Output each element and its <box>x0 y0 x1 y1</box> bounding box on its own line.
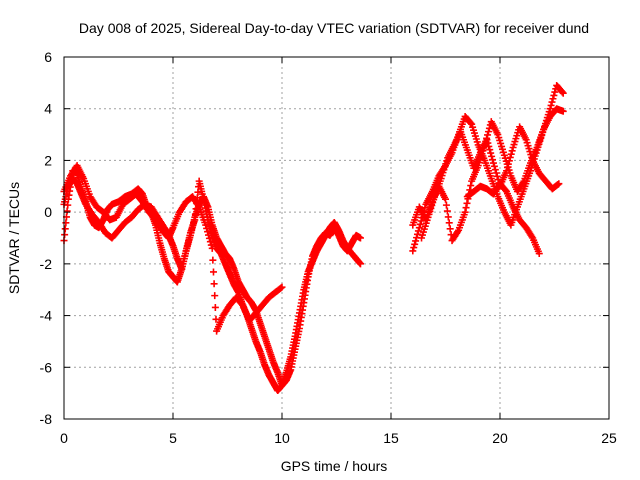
data-point <box>410 244 418 252</box>
data-point <box>356 260 364 268</box>
data-point <box>461 208 469 216</box>
data-point <box>487 149 495 157</box>
series-trace-g <box>463 180 543 258</box>
series-trace-a <box>60 167 364 389</box>
data-point <box>356 234 364 242</box>
data-point <box>559 107 567 115</box>
data-point <box>547 101 555 109</box>
plot-frame <box>63 56 610 420</box>
data-point <box>503 167 511 175</box>
x-tick-label: 20 <box>492 430 508 446</box>
data-point <box>442 201 450 209</box>
x-tick-label: 0 <box>60 430 68 446</box>
data-point <box>202 221 210 229</box>
data-point <box>551 88 559 96</box>
data-point <box>486 146 494 154</box>
data-point <box>210 280 218 288</box>
data-point <box>528 233 536 241</box>
y-tick-label: 2 <box>44 152 52 168</box>
data-point <box>442 195 449 203</box>
data-point <box>490 162 498 170</box>
data-point <box>485 142 493 150</box>
data-point <box>211 303 219 311</box>
data-point <box>491 166 499 174</box>
data-point <box>484 128 492 136</box>
data-point <box>211 292 219 300</box>
data-point <box>61 225 69 233</box>
data-point <box>411 240 419 248</box>
data-point <box>209 256 217 264</box>
data-point <box>61 231 69 239</box>
data-point <box>503 163 511 171</box>
data-point <box>549 95 557 103</box>
data-point <box>484 139 492 147</box>
y-tick-label: -2 <box>40 256 53 272</box>
data-point <box>493 172 501 180</box>
x-tick-label: 10 <box>274 430 290 446</box>
data-point <box>206 238 214 246</box>
data-point <box>209 268 217 276</box>
data-point <box>416 220 424 228</box>
data-point <box>207 241 215 249</box>
data-point <box>467 182 475 190</box>
data-point <box>414 227 422 235</box>
data-point <box>463 199 471 207</box>
data-point <box>488 152 496 160</box>
data-point <box>203 224 211 232</box>
data-point <box>548 98 556 106</box>
data-point <box>417 217 425 225</box>
data-point <box>489 159 497 167</box>
data-point <box>444 213 452 221</box>
x-tick-label: 25 <box>601 430 617 446</box>
data-point <box>546 105 554 113</box>
data-point <box>489 156 497 164</box>
data-point <box>558 88 566 96</box>
data-point <box>559 89 567 97</box>
data-point <box>505 157 513 165</box>
data-point <box>446 225 454 233</box>
data-point <box>445 219 453 227</box>
data-point <box>467 119 475 127</box>
x-axis-title: GPS time / hours <box>281 458 388 474</box>
data-point <box>63 207 71 215</box>
data-point <box>506 153 514 161</box>
y-tick-label: -6 <box>40 359 53 375</box>
data-point <box>194 201 202 209</box>
data-point <box>504 160 512 168</box>
series-trace-d <box>409 81 567 255</box>
series-trace-c <box>60 162 286 335</box>
series-trace-f <box>418 123 563 242</box>
data-point <box>443 207 451 215</box>
y-tick-label: -8 <box>40 411 53 427</box>
data-point <box>205 231 213 239</box>
data-point <box>555 180 563 188</box>
data-point <box>550 91 558 99</box>
axis-ticks: 0 5 10 15 20 25 -8 -6 -4 -2 0 2 4 6 <box>40 49 617 446</box>
y-tick-label: -4 <box>40 308 53 324</box>
data-point <box>462 204 470 212</box>
y-tick-label: 6 <box>44 49 52 65</box>
x-tick-label: 5 <box>169 430 177 446</box>
x-tick-label: 15 <box>383 430 399 446</box>
data-point <box>507 150 515 158</box>
data-point <box>412 237 420 245</box>
data-points <box>60 81 567 395</box>
data-point <box>454 228 462 236</box>
y-tick-label: 4 <box>44 101 52 117</box>
data-point <box>415 224 423 232</box>
data-point <box>535 250 543 258</box>
data-point <box>205 234 213 242</box>
y-axis-title: SDTVAR / TECUs <box>6 182 22 294</box>
data-point <box>208 244 216 252</box>
data-point <box>519 179 527 187</box>
data-point <box>278 283 286 291</box>
data-point <box>508 147 516 155</box>
y-tick-label: 0 <box>44 204 52 220</box>
chart-title: Day 008 of 2025, Sidereal Day-to-day VTE… <box>79 20 589 36</box>
data-point <box>483 136 491 144</box>
data-point <box>204 228 212 236</box>
data-point <box>409 247 417 255</box>
data-point <box>492 169 500 177</box>
